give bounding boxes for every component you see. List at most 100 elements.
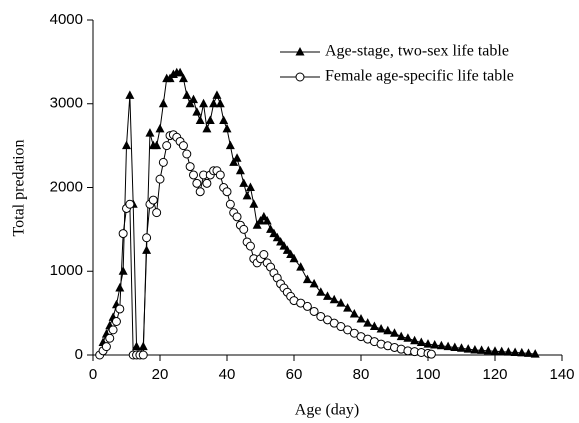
data-point	[152, 208, 162, 218]
data-point	[524, 348, 533, 357]
data-point	[118, 229, 128, 239]
x-tick-label: 0	[89, 366, 97, 383]
data-point	[182, 149, 192, 159]
legend-label: Age-stage, two-sex life table	[325, 43, 509, 60]
x-tick-label: 80	[353, 366, 370, 383]
y-tick-label: 0	[75, 346, 83, 363]
data-point	[118, 266, 128, 275]
data-point	[189, 170, 198, 180]
data-point	[202, 123, 212, 133]
data-point	[232, 212, 242, 222]
data-point	[125, 90, 135, 99]
data-point	[296, 262, 306, 271]
data-point	[430, 339, 440, 349]
y-tick-label: 3000	[50, 95, 83, 112]
data-point	[122, 140, 131, 150]
data-point	[309, 306, 319, 316]
data-point	[155, 174, 165, 184]
data-point	[302, 301, 312, 311]
x-tick-label: 40	[219, 366, 236, 383]
data-point	[477, 345, 487, 354]
data-point	[185, 162, 195, 172]
data-point	[152, 140, 162, 150]
legend-marker	[295, 72, 305, 82]
data-point	[222, 123, 232, 133]
data-point	[426, 349, 436, 359]
data-point	[443, 341, 453, 351]
data-point	[132, 341, 142, 351]
data-point	[155, 123, 165, 133]
data-point	[195, 115, 205, 124]
y-tick-label: 2000	[50, 178, 83, 195]
data-point	[470, 344, 480, 354]
data-point	[410, 335, 420, 345]
data-point	[309, 278, 319, 288]
data-point	[232, 153, 242, 162]
data-point	[105, 333, 115, 343]
data-point	[195, 187, 205, 197]
data-point	[222, 187, 232, 197]
data-point	[108, 325, 118, 335]
data-point	[202, 178, 212, 188]
y-tick-label: 1000	[50, 262, 83, 279]
x-tick-label: 20	[152, 366, 169, 383]
data-point	[403, 333, 413, 342]
data-point	[215, 98, 225, 108]
data-point	[323, 291, 332, 300]
data-point	[242, 190, 252, 200]
data-point	[349, 308, 359, 318]
data-point	[225, 199, 235, 209]
data-point	[189, 94, 198, 104]
data-point	[162, 141, 172, 151]
data-point	[215, 170, 225, 180]
data-point	[138, 350, 148, 360]
data-point	[239, 178, 249, 187]
data-point	[356, 313, 366, 323]
data-point	[209, 98, 219, 108]
data-point	[178, 141, 188, 151]
data-point	[192, 178, 202, 188]
data-point	[390, 328, 399, 337]
data-point	[158, 98, 168, 108]
data-point	[225, 140, 235, 150]
data-point	[423, 339, 433, 348]
data-point	[316, 287, 326, 296]
data-point	[245, 241, 255, 251]
data-point	[450, 342, 460, 351]
data-point	[101, 342, 111, 352]
data-point	[235, 165, 245, 175]
data-point	[142, 233, 152, 243]
data-point	[115, 304, 125, 314]
data-point	[376, 324, 386, 333]
data-point	[175, 67, 185, 77]
data-point	[436, 340, 446, 350]
data-point	[148, 195, 158, 205]
data-point	[503, 347, 513, 356]
data-point	[369, 321, 379, 331]
y-tick-label: 4000	[50, 11, 83, 28]
data-point	[192, 107, 202, 116]
y-axis-label: Total predation	[11, 139, 28, 236]
data-point	[383, 325, 393, 335]
data-point	[158, 157, 168, 167]
data-point	[125, 199, 135, 209]
data-point	[363, 318, 373, 327]
data-point	[182, 90, 192, 99]
data-point	[259, 250, 269, 259]
data-point	[249, 199, 259, 208]
data-point	[517, 347, 527, 357]
data-point	[396, 331, 406, 341]
data-point	[212, 90, 222, 99]
legend-label: Female age-specific life table	[325, 68, 514, 85]
data-point	[245, 182, 255, 191]
data-point	[289, 253, 299, 263]
data-point	[219, 115, 229, 124]
data-point	[343, 303, 353, 312]
data-point	[483, 345, 493, 355]
data-point	[239, 224, 249, 234]
data-point	[416, 337, 426, 346]
data-point	[457, 343, 466, 352]
x-tick-label: 60	[286, 366, 303, 383]
x-tick-label: 140	[549, 366, 574, 383]
